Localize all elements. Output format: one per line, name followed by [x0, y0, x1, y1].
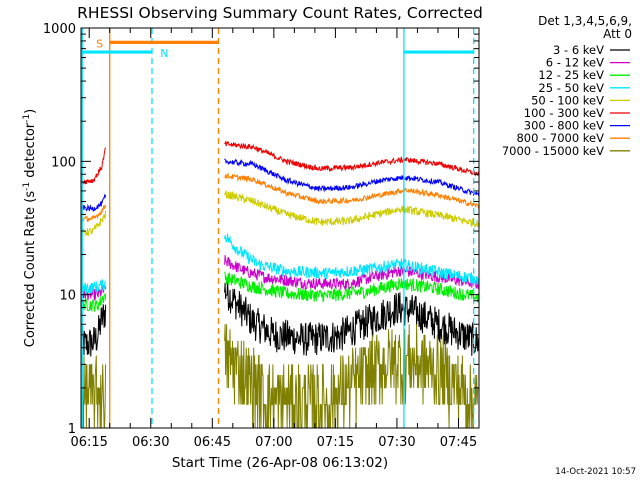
- x-axis-label: Start Time (26-Apr-08 06:13:02): [172, 455, 388, 471]
- y-axis-label: Corrected Count Rate (s-1 detector-1): [22, 109, 38, 347]
- x-tick-label: 07:30: [378, 435, 415, 450]
- legend-label-4: 50 - 100 keV: [531, 93, 604, 107]
- series-line-1-segment-1: [224, 255, 480, 292]
- y-axis-ticks: 1 10 100 1000: [43, 22, 479, 437]
- y-axis-label-end: ): [23, 109, 38, 114]
- legend-header-line2: Att 0: [603, 27, 632, 41]
- flag-label-1: N: [160, 47, 168, 60]
- legend-label-3: 25 - 50 keV: [538, 81, 604, 95]
- series-line-6-segment-0: [80, 193, 107, 212]
- legend-label-8: 7000 - 15000 keV: [502, 144, 604, 158]
- series-line-0-segment-0: [80, 304, 107, 357]
- y-axis-label-mid: detector: [23, 122, 38, 182]
- plot-frame: [80, 27, 480, 429]
- y-axis-label-sup2: -1: [22, 114, 32, 123]
- marker-group: SN: [81, 28, 475, 428]
- y-tick-label: 10: [59, 289, 76, 304]
- series-line-5-segment-1: [224, 140, 480, 177]
- x-tick-label: 06:30: [132, 435, 169, 450]
- legend-label-1: 6 - 12 keV: [546, 56, 604, 70]
- x-tick-label: 07:45: [440, 435, 477, 450]
- legend-label-6: 300 - 800 keV: [524, 119, 604, 133]
- legend-header-line1: Det 1,3,4,5,6,9,: [538, 14, 632, 28]
- legend-label-5: 100 - 300 keV: [524, 106, 604, 120]
- y-axis-label-sup1: -1: [22, 182, 32, 191]
- x-axis-ticks: 06:15 06:30 06:45 07:00 07:15 07:30 07:45: [70, 28, 480, 450]
- series-line-7-segment-0: [80, 204, 107, 223]
- x-tick-label: 06:15: [70, 435, 107, 450]
- timestamp: 14-Oct-2021 10:57: [555, 467, 636, 477]
- y-tick-label: 100: [51, 155, 76, 170]
- y-tick-label: 1000: [43, 22, 76, 37]
- series-line-7-segment-1: [224, 172, 480, 209]
- series-line-2-segment-0: [80, 293, 107, 312]
- chart-title: RHESSI Observing Summary Count Rates, Co…: [77, 4, 483, 22]
- series-line-8-segment-0: [81, 355, 107, 429]
- x-tick-label: 07:00: [255, 435, 292, 450]
- legend-label-2: 12 - 25 keV: [538, 68, 604, 82]
- series-line-4-segment-0: [80, 210, 107, 237]
- legend-label-0: 3 - 6 keV: [553, 43, 604, 57]
- series-line-0-segment-1: [224, 277, 480, 356]
- series-line-3-segment-0: [80, 279, 107, 294]
- series-line-3-segment-1: [224, 233, 480, 287]
- series-group: [80, 140, 480, 429]
- x-tick-label: 06:45: [194, 435, 231, 450]
- series-line-4-segment-1: [224, 190, 480, 228]
- legend-label-7: 800 - 7000 keV: [516, 131, 604, 145]
- series-line-6-segment-1: [224, 158, 480, 196]
- series-line-2-segment-1: [224, 271, 480, 303]
- series-line-5-segment-0: [80, 147, 107, 185]
- flag-label-0: S: [96, 37, 103, 50]
- x-tick-label: 07:15: [317, 435, 354, 450]
- y-tick-label: 1: [68, 422, 76, 437]
